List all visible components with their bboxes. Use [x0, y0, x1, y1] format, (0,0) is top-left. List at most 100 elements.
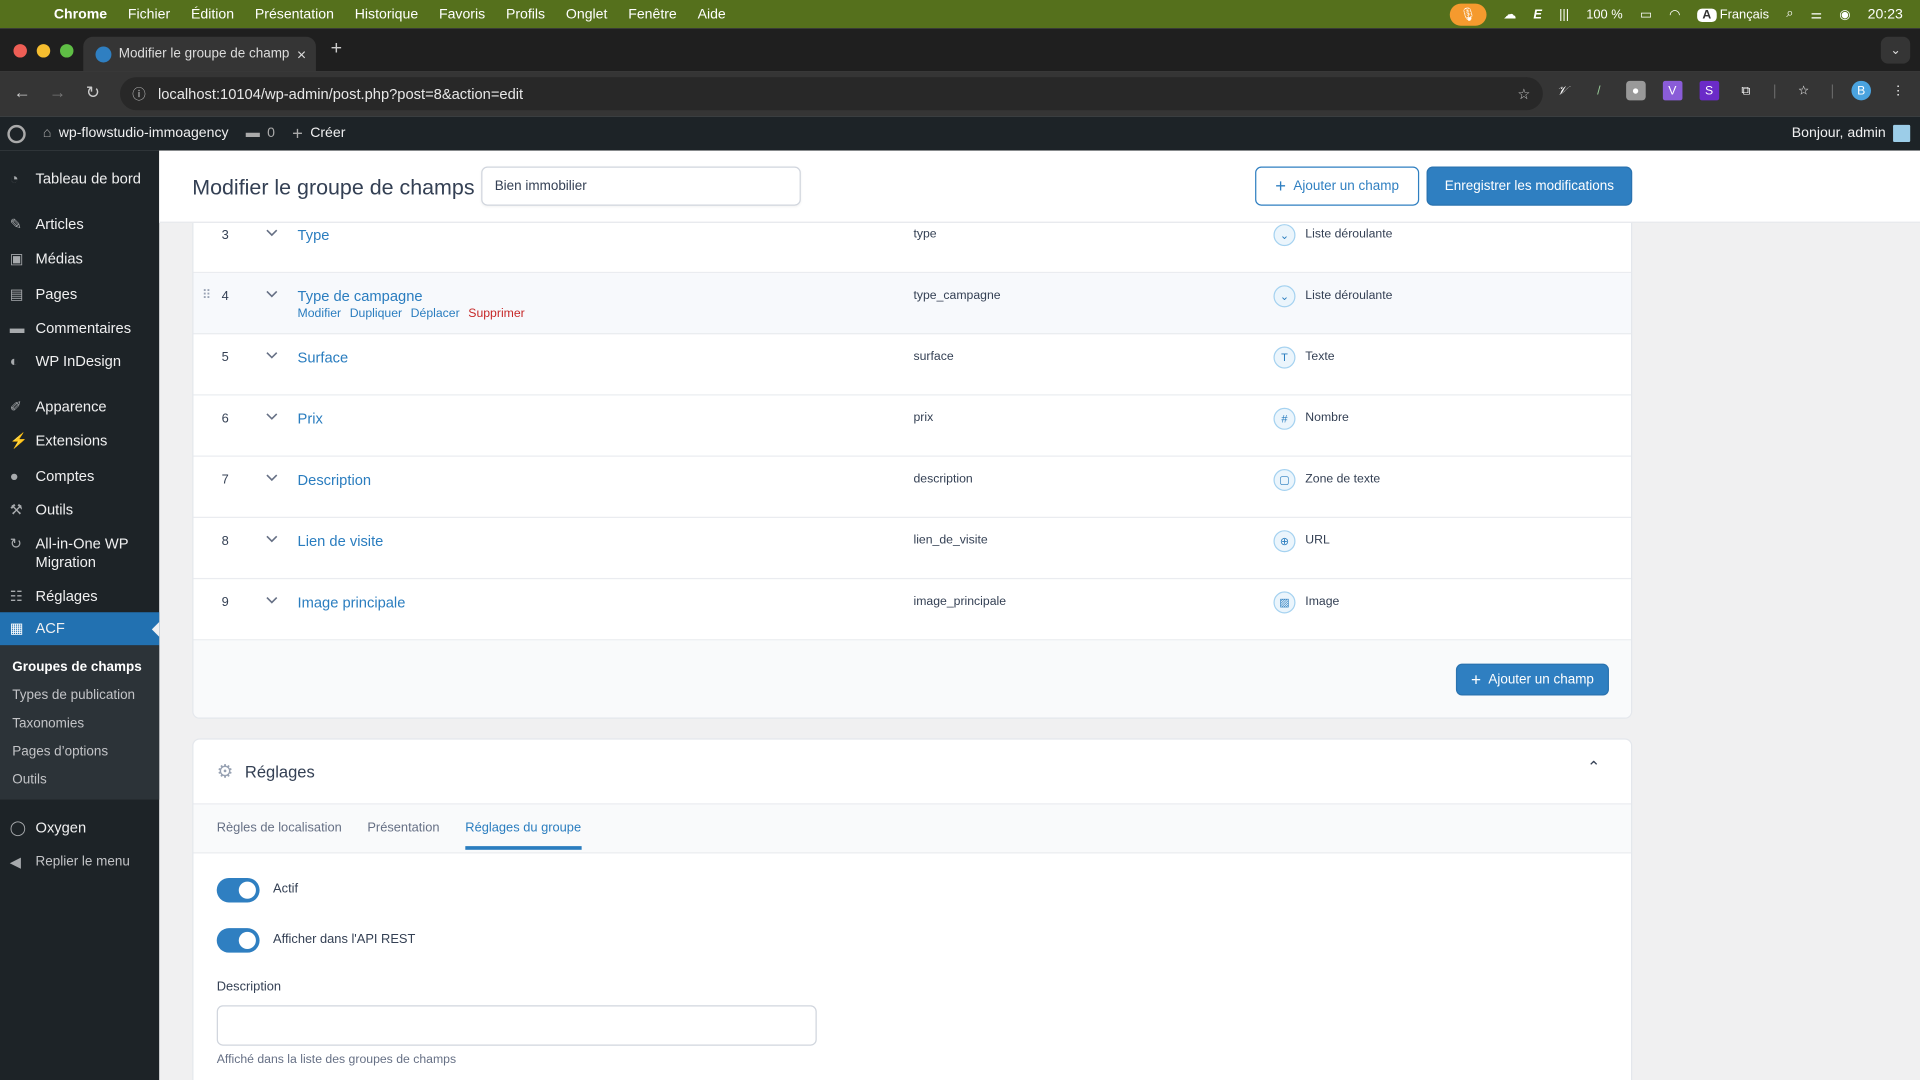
submenu-groupes-de-champs[interactable]: Groupes de champs [12, 660, 142, 675]
site-link[interactable]: ⌂ wp-flowstudio-immoagency [42, 126, 229, 141]
rest-api-toggle[interactable] [216, 928, 260, 953]
browser-tab[interactable]: Modifier le groupe de champs × [83, 36, 316, 72]
settings-header[interactable]: ⚙ Réglages ⌃ [193, 740, 1632, 805]
bookmarks-star-icon[interactable]: ☆ [1798, 83, 1810, 98]
close-tab-icon[interactable]: × [296, 44, 307, 64]
close-window-button[interactable] [13, 44, 27, 58]
menu-historique[interactable]: Historique [354, 6, 419, 22]
site-info-icon[interactable]: ⓘ [132, 87, 146, 103]
sidebar-item-m-dias[interactable]: ▣ Médias [0, 250, 159, 268]
tab-group-settings[interactable]: Réglages du groupe [465, 820, 582, 850]
control-center-icon[interactable]: ⚌ [1810, 6, 1823, 22]
menu-onglet[interactable]: Onglet [565, 6, 608, 22]
drag-handle-icon[interactable]: ⠿ [202, 288, 212, 303]
sidebar-item-wp-indesign[interactable]: ◐ WP InDesign [0, 353, 159, 371]
action-modifier-link[interactable]: Modifier [297, 307, 342, 321]
clock[interactable]: 20:23 [1867, 6, 1903, 22]
tab-location-rules[interactable]: Règles de localisation [216, 820, 342, 836]
menu-app[interactable]: Chrome [53, 6, 108, 22]
field-label-link[interactable]: Lien de visite [297, 532, 384, 550]
address-bar[interactable]: ⓘ localhost:10104/wp-admin/post.php?post… [120, 77, 1543, 111]
sidebar-item-articles[interactable]: ✎ Articles [0, 216, 159, 234]
chevron-down-icon[interactable] [264, 287, 279, 302]
action-déplacer-link[interactable]: Déplacer [410, 307, 460, 321]
save-changes-button[interactable]: Enregistrer les modifications [1426, 166, 1633, 206]
wifi-icon[interactable]: ◠ [1669, 6, 1681, 22]
menu-favoris[interactable]: Favoris [438, 6, 486, 22]
v-extension-icon[interactable]: 𝒱 [1557, 83, 1568, 98]
search-icon[interactable]: ⌕ [1786, 6, 1794, 21]
input-source[interactable]: A Français [1697, 7, 1769, 21]
field-label-link[interactable]: Type de campagne [297, 287, 423, 305]
creative-cloud-icon[interactable]: ☁ [1503, 6, 1517, 22]
back-icon[interactable]: ← [13, 82, 31, 102]
action-dupliquer-link[interactable]: Dupliquer [349, 307, 403, 321]
sidebar-item-acf[interactable]: ▦ ACF [0, 612, 160, 646]
bookmark-star-icon[interactable]: ☆ [1517, 85, 1531, 103]
sidebar-item-apparence[interactable]: ✐ Apparence [0, 398, 159, 416]
submenu-pages-options[interactable]: Pages d’options [12, 744, 109, 760]
submenu-types-de-publication[interactable]: Types de publication [12, 688, 136, 703]
field-row[interactable]: 6 Prix prix # Nombre [193, 396, 1632, 457]
create-new-link[interactable]: + Créer [292, 123, 346, 144]
vue-extension-icon[interactable]: V [1662, 80, 1683, 101]
submenu-taxonomies[interactable]: Taxonomies [12, 716, 85, 732]
field-row[interactable]: 5 Surface surface T Texte [193, 334, 1632, 396]
s-extension-icon[interactable]: S [1699, 80, 1719, 101]
active-toggle[interactable] [216, 877, 260, 903]
field-row[interactable]: 8 Lien de visite lien_de_visite ⊕ URL [193, 518, 1632, 580]
sidebar-item-outils[interactable]: ⚒ Outils [0, 501, 159, 519]
siri-icon[interactable]: ◉ [1839, 6, 1851, 22]
battery-level[interactable]: 100 % [1586, 6, 1623, 22]
chevron-down-icon[interactable] [264, 593, 279, 608]
sidebar-item-comptes[interactable]: ● Comptes [0, 468, 159, 486]
new-tab-button[interactable]: + [330, 37, 343, 59]
camera-extension-icon[interactable]: ● [1625, 80, 1646, 101]
account-menu[interactable]: Bonjour, admin [1792, 116, 1911, 150]
description-input[interactable] [216, 1005, 817, 1046]
field-label-link[interactable]: Prix [297, 410, 323, 428]
comments-link[interactable]: ▬ 0 [245, 126, 275, 141]
add-field-button-bottom[interactable]: + Ajouter un champ [1455, 663, 1609, 696]
field-label-link[interactable]: Description [297, 471, 372, 489]
maximize-window-button[interactable] [60, 44, 74, 58]
collapse-menu-button[interactable]: ◀ Replier le menu [0, 853, 159, 871]
action-supprimer-link[interactable]: Supprimer [468, 307, 525, 321]
chevron-down-icon[interactable] [264, 348, 279, 363]
chevron-down-icon[interactable] [264, 225, 279, 240]
eyedropper-extension-icon[interactable]: / [1597, 83, 1601, 98]
submenu-outils[interactable]: Outils [12, 772, 47, 788]
e-app-icon[interactable]: E [1533, 6, 1542, 22]
more-menu-icon[interactable]: ⋮ [1891, 83, 1905, 98]
field-row[interactable]: 3 Type type ⌄ Liste déroulante [193, 212, 1632, 274]
menu-edition[interactable]: Édition [190, 6, 235, 22]
menu-aide[interactable]: Aide [697, 6, 726, 22]
add-field-button[interactable]: + Ajouter un champ [1255, 166, 1420, 206]
field-row[interactable]: 7 Description description ▢ Zone de texte [193, 457, 1632, 518]
profile-avatar-icon[interactable]: B [1851, 80, 1872, 101]
sidebar-item-commentaires[interactable]: ▬ Commentaires [0, 320, 159, 338]
sidebar-item-pages[interactable]: ▤ Pages [0, 285, 159, 303]
audio-icon[interactable]: ||| [1559, 6, 1570, 22]
group-title-input[interactable] [481, 166, 801, 206]
chevron-down-icon[interactable] [264, 531, 279, 546]
field-label-link[interactable]: Type [297, 226, 330, 244]
collapse-chevron-up-icon[interactable]: ⌃ [1587, 757, 1601, 777]
menu-presentation[interactable]: Présentation [254, 6, 334, 22]
field-label-link[interactable]: Image principale [297, 593, 406, 612]
menu-fenetre[interactable]: Fenêtre [628, 6, 677, 22]
chevron-down-icon[interactable] [264, 470, 279, 485]
puzzle-extensions-icon[interactable]: ⧉ [1741, 83, 1751, 98]
wordpress-logo-icon[interactable] [7, 124, 26, 143]
field-row[interactable]: 9 Image principale image_principale ▨ Image [193, 579, 1632, 641]
tab-search-chevron-icon[interactable]: ⌄ [1880, 36, 1911, 64]
url-text[interactable]: localhost:10104/wp-admin/post.php?post=8… [157, 85, 524, 103]
sidebar-item-oxygen[interactable]: ◯ Oxygen [0, 819, 159, 837]
minimize-window-button[interactable] [36, 44, 51, 58]
tab-presentation[interactable]: Présentation [367, 820, 440, 836]
sidebar-item-extensions[interactable]: ⚡ Extensions [0, 432, 159, 450]
field-row[interactable]: ⠿ 4 Type de campagne Modifier Dupliquer Dépla… [193, 273, 1632, 335]
sidebar-item-tableau-de-bord[interactable]: ◔ Tableau de bord [0, 170, 159, 188]
menu-profils[interactable]: Profils [505, 6, 546, 22]
chevron-down-icon[interactable] [264, 409, 279, 424]
